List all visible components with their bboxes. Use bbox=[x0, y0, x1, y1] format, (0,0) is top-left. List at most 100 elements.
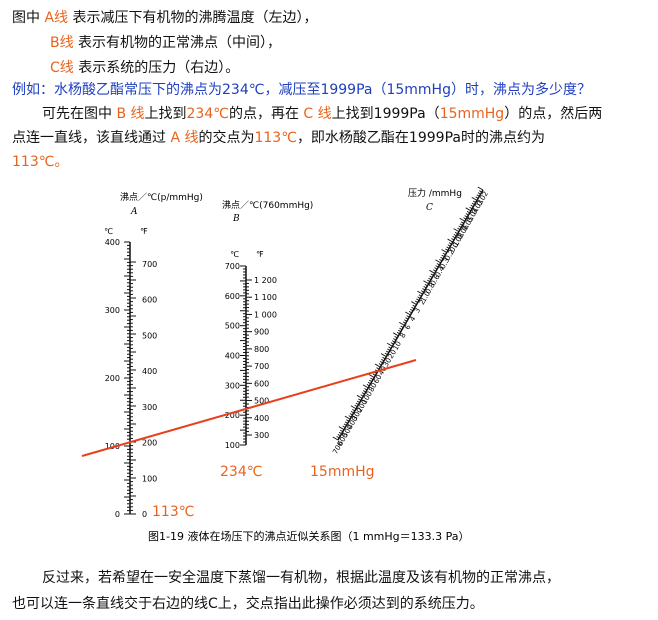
scale-a-f-label: 600 bbox=[142, 296, 157, 305]
scale-c-tick bbox=[424, 283, 428, 287]
scale-b-f-label: 900 bbox=[254, 328, 269, 337]
scale-c-tick bbox=[410, 308, 414, 312]
conclusion-line1: 反过来，若希望在一安全温度下蒸馏一有机物，根据此温度及该有机物的正常沸点， bbox=[42, 570, 560, 586]
scale-c-tick bbox=[477, 186, 484, 191]
scale-c-label: 20 bbox=[387, 348, 398, 360]
scale-c-tick bbox=[466, 211, 470, 214]
intro-line-b: B线 表示有机物的正常沸点（中间）， bbox=[50, 33, 281, 53]
scale-c-tick bbox=[428, 277, 432, 280]
scale-b: 700 600 500 400 300 200 100 1 200 1 100 1 000 900 8… bbox=[225, 262, 277, 450]
connecting-line bbox=[81, 359, 417, 457]
scale-c-title: 压力 /mmHg bbox=[408, 187, 462, 199]
scale-c-tick bbox=[406, 315, 410, 318]
scale-c-tick bbox=[346, 419, 350, 422]
scale-a-f-label: 100 bbox=[142, 474, 157, 483]
scale-c-tick bbox=[405, 311, 411, 316]
scale-c-tick bbox=[356, 400, 360, 403]
scale-b-c-label: 100 bbox=[225, 441, 240, 450]
scale-c-tick bbox=[368, 374, 375, 378]
scale-c-tick bbox=[394, 336, 398, 339]
scale-c-tick bbox=[362, 390, 367, 393]
scale-c-tick bbox=[374, 363, 381, 368]
scale-c-tick bbox=[393, 332, 399, 337]
scale-c-tick bbox=[430, 273, 434, 276]
scale-c-tick bbox=[417, 296, 421, 299]
example-answer-line3: 113℃。 bbox=[12, 154, 69, 170]
scale-c-tick bbox=[399, 322, 405, 326]
answer-highlight: 15mmHg bbox=[439, 106, 505, 122]
scale-c-tick bbox=[380, 353, 387, 358]
scale-c-tick bbox=[348, 415, 352, 418]
scale-a-c-label: 400 bbox=[105, 238, 120, 247]
scale-c-tick bbox=[436, 263, 440, 266]
scale-c-tick bbox=[412, 304, 416, 308]
scale-c-tick bbox=[441, 249, 447, 253]
scale-c-tick bbox=[433, 269, 437, 272]
scale-c-tick bbox=[459, 217, 466, 222]
scale-b-f-label: 600 bbox=[254, 379, 269, 388]
scale-c-label: 30 bbox=[382, 357, 393, 369]
scale-c-tick bbox=[405, 317, 409, 320]
scale-b-unit-f: ℉ bbox=[256, 250, 264, 259]
scale-a-f-label: 300 bbox=[142, 403, 157, 412]
scale-c-tick bbox=[398, 329, 402, 333]
scale-a-title: 沸点／℃(p/mmHg) bbox=[120, 191, 203, 203]
scale-b-f-label: 700 bbox=[254, 362, 269, 371]
scale-c-tick bbox=[338, 431, 342, 435]
scale-a-letter: A bbox=[130, 207, 138, 217]
scale-c-tick bbox=[476, 194, 480, 197]
scale-c-tick bbox=[439, 258, 443, 262]
scale-b-title: 沸点／℃(760mmHg) bbox=[222, 199, 313, 211]
scale-c-tick bbox=[358, 398, 362, 401]
scale-c-tick bbox=[418, 294, 422, 297]
scale-c-tick bbox=[386, 342, 393, 347]
scale-c-tick bbox=[471, 197, 478, 201]
scale-c-tick bbox=[369, 379, 373, 383]
line-b-label: B线 bbox=[50, 35, 74, 51]
scale-c-tick bbox=[453, 228, 460, 233]
scale-c-tick bbox=[336, 436, 340, 439]
intro-line-a: 图中 A线 表示减压下有机物的沸腾温度（左边）， bbox=[12, 8, 317, 28]
scale-c-tick bbox=[360, 394, 364, 397]
scale-c-tick bbox=[435, 259, 441, 264]
scale-c-tick bbox=[381, 358, 385, 362]
scale-c-tick bbox=[404, 319, 408, 322]
scale-c-tick bbox=[379, 361, 383, 364]
scale-c-label: 60 bbox=[372, 373, 383, 385]
scale-c-tick bbox=[448, 242, 452, 245]
answer-highlight: C 线 bbox=[303, 106, 332, 122]
scale-b-f-label: 400 bbox=[254, 414, 269, 423]
scale-c-tick bbox=[364, 388, 368, 391]
scale-c-tick bbox=[362, 384, 369, 389]
line-a-label: A线 bbox=[44, 10, 69, 26]
example-answer-line2: 点连一直线，该直线通过 A 线的交点为113℃，即水杨酸乙酯在1999Pa时的沸… bbox=[12, 128, 545, 148]
scale-c-tick bbox=[447, 238, 454, 243]
intro-text: 表示有机物的正常沸点（中间）， bbox=[73, 35, 282, 51]
scale-b-f-label: 800 bbox=[254, 345, 269, 354]
scale-c-tick bbox=[463, 217, 467, 220]
scale-c-tick bbox=[350, 411, 354, 414]
scale-c-tick bbox=[337, 433, 341, 437]
scale-c: 0.020.030.040.050.060.080.10.20.30.40.60… bbox=[331, 186, 490, 456]
scale-c-tick bbox=[390, 342, 394, 345]
scale-b-c-label: 700 bbox=[225, 262, 240, 271]
scale-b-unit-c: ℃ bbox=[230, 250, 239, 259]
scale-a-unit-c: ℃ bbox=[104, 227, 113, 236]
scale-b-f-label: 300 bbox=[254, 431, 269, 440]
scale-c-tick bbox=[470, 204, 474, 208]
scale-c-tick bbox=[352, 408, 356, 412]
scale-c-tick bbox=[396, 331, 400, 335]
scale-b-f-label: 1 200 bbox=[254, 276, 277, 285]
scale-c-tick bbox=[464, 215, 468, 218]
scale-c-tick bbox=[471, 202, 475, 205]
scale-c-tick bbox=[427, 279, 431, 283]
line-c-label: C线 bbox=[50, 60, 74, 76]
scale-a-c-label: 0 bbox=[115, 510, 120, 519]
scale-a-f-label: 500 bbox=[142, 331, 157, 340]
scale-b-c-label: 300 bbox=[225, 381, 240, 390]
scale-c-tick bbox=[384, 352, 388, 355]
scale-c-tick bbox=[340, 429, 344, 433]
scale-c-tick bbox=[459, 223, 463, 226]
scale-c-tick bbox=[354, 404, 358, 408]
scale-b-letter: B bbox=[232, 214, 240, 224]
